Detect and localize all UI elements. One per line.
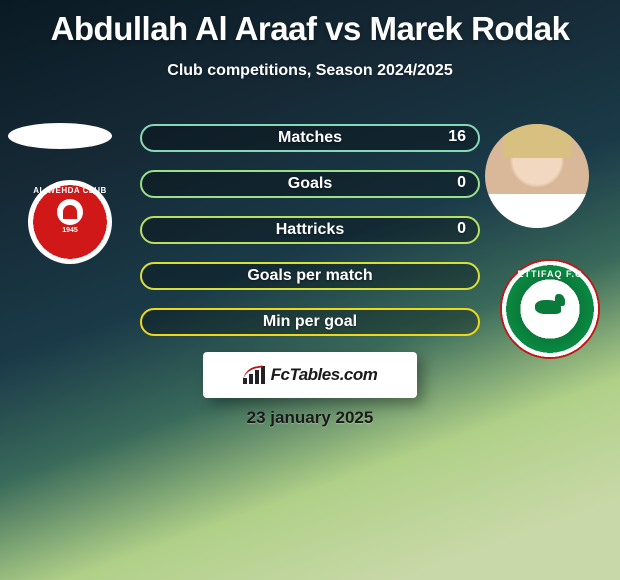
club-left-label: AL WEHDA CLUB [33,186,107,195]
stat-pill: Matches 16 [140,124,480,152]
snapshot-date: 23 january 2025 [0,408,620,428]
club-left-year: 1945 [62,227,78,234]
bar-chart-icon [243,366,265,384]
stat-label: Hattricks [276,221,344,239]
stat-value-right: 16 [448,128,466,146]
stat-pill: Goals per match [140,262,480,290]
stat-label: Matches [278,129,342,147]
stat-value-right: 0 [457,174,466,192]
club-right-label: ETTIFAQ F.C [500,269,600,279]
horse-icon [533,296,567,322]
club-badge-left: AL WEHDA CLUB 1945 [28,180,112,264]
stat-label: Goals per match [247,267,372,285]
stat-pill-list: Matches 16 Goals 0 Hattricks 0 Goals per match… [140,124,480,354]
stat-pill: Hattricks 0 [140,216,480,244]
stat-pill: Min per goal [140,308,480,336]
brand-text: FcTables.com [271,365,378,385]
stat-pill: Goals 0 [140,170,480,198]
comparison-subtitle: Club competitions, Season 2024/2025 [0,62,620,80]
stat-label: Min per goal [263,313,357,331]
stat-label: Goals [288,175,332,193]
club-left-icon [57,199,83,225]
club-badge-right: ETTIFAQ F.C [500,259,600,359]
player-left-avatar [8,123,112,149]
stat-value-right: 0 [457,220,466,238]
brand-card: FcTables.com [203,352,417,398]
player-right-avatar [485,124,589,228]
comparison-title: Abdullah Al Araaf vs Marek Rodak [0,0,620,48]
